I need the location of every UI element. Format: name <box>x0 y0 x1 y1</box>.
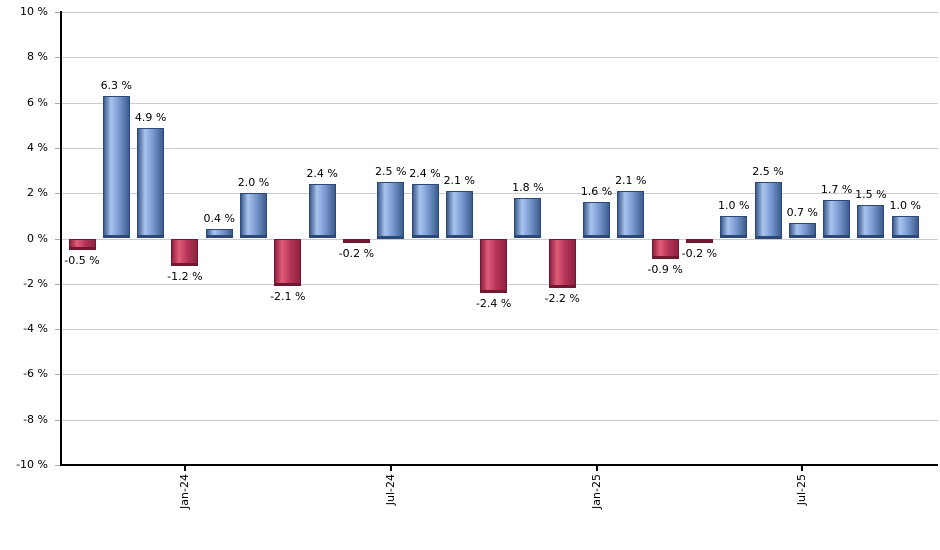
y-axis-tick-label: 2 % <box>27 186 48 200</box>
gridline <box>62 57 938 59</box>
x-axis-tick-label: Jan-24 <box>177 474 191 509</box>
bar-value-label: 1.7 % <box>820 182 853 196</box>
x-axis-tick-label: Jul-24 <box>383 474 397 506</box>
bar-value-label: 4.9 % <box>134 110 167 124</box>
negative-bar <box>480 238 508 293</box>
bar-value-label: 2.0 % <box>237 176 270 190</box>
negative-bar <box>342 238 370 244</box>
negative-bar <box>274 238 302 287</box>
y-axis-tick <box>55 419 62 421</box>
bar-value-label: 0.7 % <box>786 205 819 219</box>
gridline <box>62 147 938 149</box>
gridline <box>62 102 938 104</box>
bar-value-label: -0.2 % <box>681 247 718 261</box>
positive-bar <box>308 184 336 239</box>
bar-value-label: -0.9 % <box>647 262 683 276</box>
bar-value-label: 2.1 % <box>443 173 476 187</box>
y-axis-tick-label: 10 % <box>20 5 48 18</box>
y-axis-tick <box>55 102 62 104</box>
positive-bar <box>754 181 782 239</box>
y-axis-tick-label: -2 % <box>23 276 48 290</box>
x-axis-tick <box>389 466 392 471</box>
bar-value-label: 2.4 % <box>306 167 338 181</box>
y-axis-tick <box>55 465 62 466</box>
x-axis-tick <box>595 466 598 471</box>
gridline <box>62 193 938 195</box>
y-axis-tick <box>55 283 62 285</box>
bar-value-label: 6.3 % <box>100 78 133 92</box>
negative-bar <box>171 238 199 266</box>
positive-bar <box>411 184 439 239</box>
positive-bar <box>102 95 130 239</box>
bar-value-label: -0.2 % <box>338 247 375 261</box>
positive-bar <box>617 190 645 239</box>
bar-value-label: 1.8 % <box>512 180 544 194</box>
y-axis-tick <box>55 147 62 149</box>
positive-bar <box>891 215 919 239</box>
y-axis-tick <box>55 193 62 195</box>
y-axis-line <box>60 11 62 466</box>
y-axis-tick-label: -6 % <box>23 367 48 381</box>
negative-bar <box>651 238 679 259</box>
bar-value-label: -0.5 % <box>64 253 100 267</box>
y-axis-tick-label: 8 % <box>27 50 48 64</box>
negative-bar <box>548 238 576 289</box>
y-axis-tick <box>55 12 62 13</box>
positive-bar <box>857 204 885 239</box>
x-axis-line <box>60 464 938 466</box>
gridline <box>62 12 938 13</box>
bar-value-label: 1.6 % <box>580 185 613 199</box>
bar-value-label: 2.5 % <box>374 164 407 178</box>
y-axis-tick <box>55 329 62 331</box>
positive-bar <box>377 181 405 239</box>
y-axis-tick-label: 6 % <box>27 95 48 109</box>
bar-value-label: 2.4 % <box>409 167 441 181</box>
bar-value-label: 1.0 % <box>889 198 921 212</box>
bar-value-label: 0.4 % <box>203 212 235 226</box>
y-axis-tick-label: -8 % <box>23 412 48 426</box>
gridline <box>62 329 938 331</box>
positive-bar <box>823 199 851 239</box>
x-axis-tick <box>183 466 186 471</box>
positive-bar <box>720 215 748 239</box>
positive-bar <box>205 229 233 239</box>
bar-value-label: 1.0 % <box>717 198 750 212</box>
bar-value-label: 2.1 % <box>615 173 647 187</box>
bar-value-label: 2.5 % <box>752 164 784 178</box>
bar-value-label: -2.2 % <box>544 292 580 306</box>
bar-value-label: 1.5 % <box>855 187 887 201</box>
x-axis-tick <box>801 466 804 471</box>
positive-bar <box>240 193 267 239</box>
bar-value-label: -1.2 % <box>167 269 203 283</box>
negative-bar <box>68 238 96 250</box>
y-axis-tick-label: -4 % <box>23 322 48 336</box>
positive-bar <box>137 127 165 239</box>
y-axis-tick <box>55 374 62 376</box>
positive-bar <box>788 222 816 239</box>
x-axis-tick-label: Jan-25 <box>589 474 603 509</box>
positive-bar <box>445 190 473 239</box>
x-axis-tick-label: Jul-25 <box>795 474 809 506</box>
y-axis-tick <box>55 57 62 59</box>
positive-bar <box>583 202 610 239</box>
gridline <box>62 374 938 376</box>
bar-value-label: -2.1 % <box>270 290 306 304</box>
y-axis-tick-label: -10 % <box>16 458 48 471</box>
bar-value-label: -2.4 % <box>475 296 512 310</box>
y-axis-tick-label: 0 % <box>27 231 48 245</box>
y-axis-tick <box>55 238 62 240</box>
negative-bar <box>685 238 713 244</box>
positive-bar <box>514 197 542 239</box>
gridline <box>62 419 938 421</box>
y-axis-tick-label: 4 % <box>27 140 48 154</box>
